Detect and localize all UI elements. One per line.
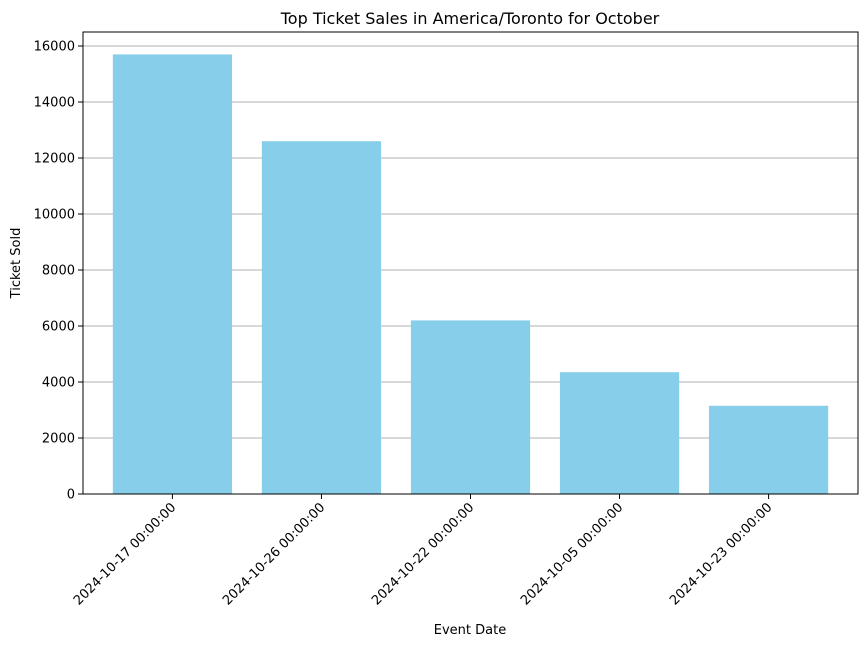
bars (112, 54, 829, 495)
bar (112, 54, 233, 495)
y-tick-label: 14000 (34, 96, 75, 111)
x-tick-label: 2024-10-17 00:00:00 (71, 500, 179, 608)
bar (410, 320, 531, 494)
y-axis: 0 2000 4000 6000 8000 10000 12000 14000 16000 (34, 40, 83, 503)
x-axis-title: Event Date (434, 623, 506, 638)
x-tick-label: 2024-10-23 00:00:00 (667, 500, 775, 608)
y-axis-title: Ticket Sold (9, 228, 24, 300)
y-tick-label: 10000 (34, 208, 75, 223)
bar (708, 405, 829, 494)
x-tick-label: 2024-10-05 00:00:00 (518, 500, 626, 608)
y-tick-label: 4000 (42, 376, 75, 391)
y-tick-label: 12000 (34, 152, 75, 167)
x-axis: 2024-10-17 00:00:00 2024-10-26 00:00:00 20… (71, 494, 775, 608)
y-tick-label: 6000 (42, 320, 75, 335)
bar (559, 372, 680, 494)
chart-title: Top Ticket Sales in America/Toronto for … (280, 9, 660, 28)
x-tick-label: 2024-10-22 00:00:00 (369, 500, 477, 608)
x-tick-label: 2024-10-26 00:00:00 (220, 500, 328, 608)
y-tick-label: 8000 (42, 264, 75, 279)
y-tick-label: 16000 (34, 40, 75, 55)
y-tick-label: 2000 (42, 432, 75, 447)
y-tick-label: 0 (67, 488, 75, 503)
bar (261, 141, 382, 494)
